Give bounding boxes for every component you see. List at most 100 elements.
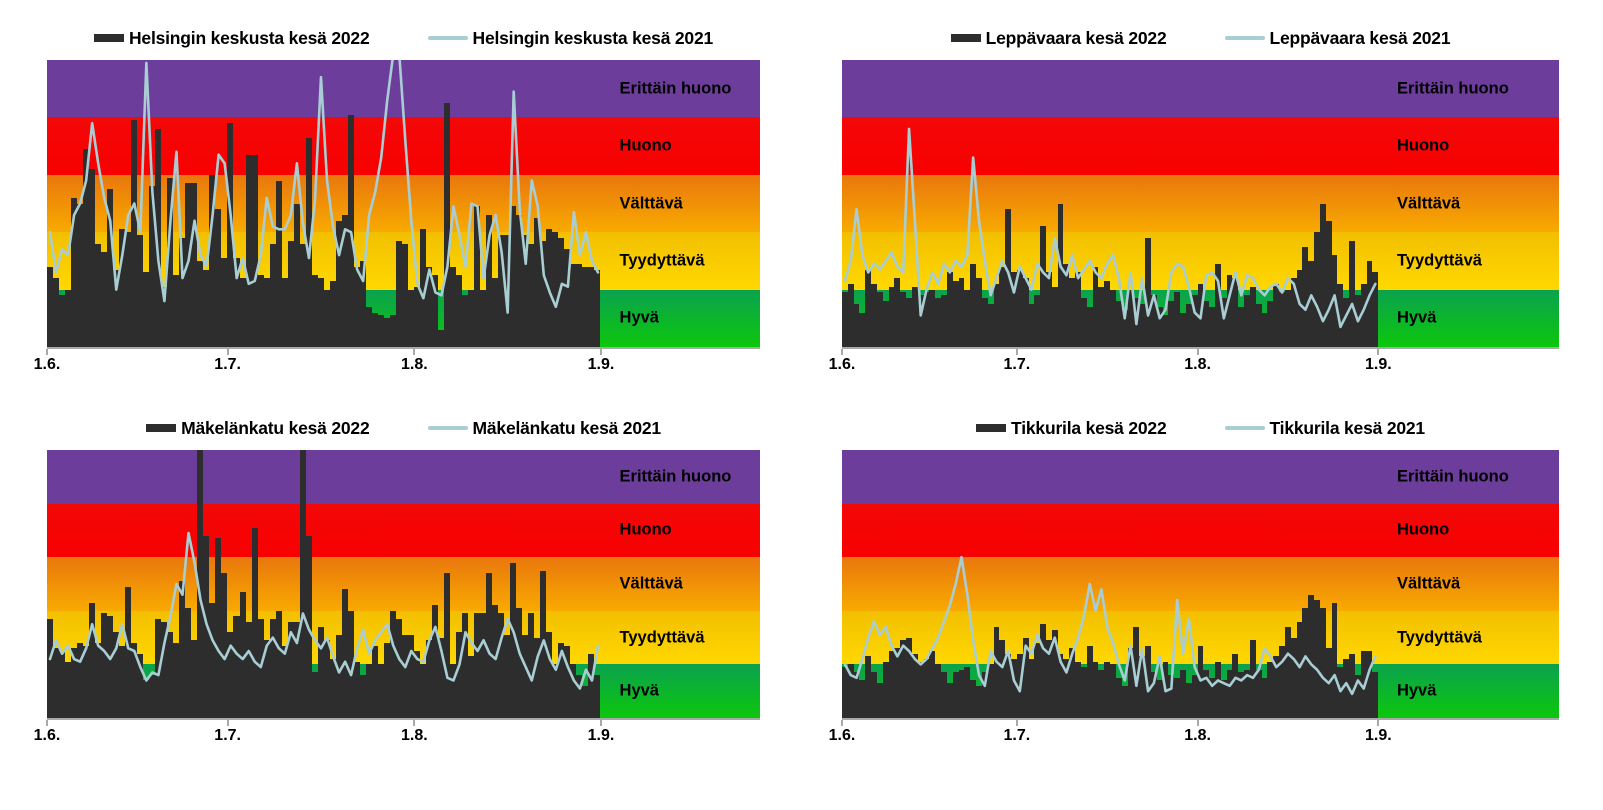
line-2021 xyxy=(845,129,1375,327)
bar xyxy=(293,621,300,718)
bar xyxy=(1290,637,1297,718)
band-label-huono: Huono xyxy=(1396,520,1450,539)
bar xyxy=(107,189,114,347)
band-huono xyxy=(47,503,760,558)
bar xyxy=(227,632,234,718)
bar xyxy=(468,289,475,347)
plot-area: Erittäin huono Huono Välttävä Tyydyttävä… xyxy=(47,450,760,720)
bar xyxy=(853,303,860,347)
x-tick-label: 1.6. xyxy=(828,727,856,744)
band-label-valttava: Välttävä xyxy=(1396,194,1461,212)
bar xyxy=(1098,286,1105,347)
bar xyxy=(528,243,535,347)
bar xyxy=(594,675,601,718)
band-label-erittain-huono: Erittäin huono xyxy=(619,79,732,98)
bar xyxy=(1063,659,1070,718)
bar xyxy=(1022,278,1029,347)
bar xyxy=(1092,661,1099,718)
bar xyxy=(335,220,342,347)
bar xyxy=(970,680,977,718)
bar xyxy=(859,680,866,718)
bar xyxy=(137,235,144,347)
legend: Tikkurila kesä 2022 Tikkurila kesä 2021 xyxy=(842,406,1559,450)
bar xyxy=(125,232,132,347)
x-tick xyxy=(413,720,416,726)
bar xyxy=(842,667,848,718)
legend-item-2022: Tikkurila kesä 2022 xyxy=(976,418,1167,439)
bar xyxy=(1337,283,1344,347)
bar xyxy=(149,186,156,347)
bar xyxy=(976,685,982,718)
bar xyxy=(233,258,240,347)
bar xyxy=(1354,675,1361,718)
bar xyxy=(546,632,553,718)
bar xyxy=(952,281,959,347)
bar xyxy=(528,613,535,718)
bar xyxy=(1127,648,1134,718)
bar xyxy=(906,298,912,347)
legend-item-2021: Mäkelänkatu kesä 2021 xyxy=(427,418,661,439)
bar xyxy=(281,645,288,718)
bar xyxy=(1238,306,1245,347)
bar xyxy=(419,664,426,718)
bar xyxy=(911,653,918,718)
bar xyxy=(1086,645,1093,718)
bar xyxy=(1080,667,1087,718)
x-tick xyxy=(841,349,843,355)
x-tick-label: 1.7. xyxy=(1003,356,1031,373)
bar xyxy=(263,640,270,718)
legend-label-2021: Helsingin keskusta kesä 2021 xyxy=(472,27,714,48)
legend-item-2022: Mäkelänkatu kesä 2022 xyxy=(146,418,370,439)
bar xyxy=(882,301,889,347)
bar xyxy=(462,295,469,347)
line-layer xyxy=(47,60,601,347)
bar xyxy=(1349,240,1355,347)
legend: Mäkelänkatu kesä 2022 Mäkelänkatu kesä 2… xyxy=(47,406,760,450)
x-tick-label: 1.8. xyxy=(1184,727,1211,744)
bar xyxy=(876,292,883,347)
bar xyxy=(1215,661,1221,718)
bar xyxy=(221,258,228,347)
bar xyxy=(865,269,872,347)
bar xyxy=(450,664,457,718)
bar xyxy=(1185,303,1192,347)
bar xyxy=(444,573,451,718)
bar xyxy=(888,651,895,718)
bar xyxy=(407,634,414,718)
x-tick-label: 1.7. xyxy=(214,727,241,744)
x-tick xyxy=(46,720,48,726)
bar xyxy=(311,275,318,347)
bar xyxy=(1045,272,1052,347)
bar xyxy=(95,243,102,347)
bar xyxy=(95,642,102,718)
bar xyxy=(1372,672,1379,718)
bar xyxy=(917,295,924,347)
bar xyxy=(269,618,276,718)
chart-helsingin-keskusta: Helsingin keskusta kesä 2022 Helsingin k… xyxy=(34,16,760,381)
bar xyxy=(935,298,942,347)
bar xyxy=(179,581,186,718)
bar xyxy=(1028,303,1035,347)
bar xyxy=(1238,672,1245,718)
x-tick xyxy=(600,720,602,726)
bar xyxy=(582,266,589,347)
bar xyxy=(1273,656,1280,718)
bar xyxy=(329,659,336,718)
x-tick xyxy=(841,720,843,726)
bar xyxy=(113,632,120,718)
bar xyxy=(71,648,78,718)
bar xyxy=(359,260,366,347)
bar xyxy=(1145,237,1151,347)
bar xyxy=(323,289,330,347)
bar xyxy=(161,621,168,718)
bar xyxy=(323,640,330,718)
bar xyxy=(853,672,860,718)
bar xyxy=(119,645,126,718)
bar xyxy=(293,203,300,347)
bar xyxy=(1337,667,1344,718)
bar xyxy=(1075,661,1081,718)
bar xyxy=(534,217,541,347)
bar xyxy=(1180,669,1186,718)
bar xyxy=(534,637,541,718)
bar xyxy=(882,661,889,718)
